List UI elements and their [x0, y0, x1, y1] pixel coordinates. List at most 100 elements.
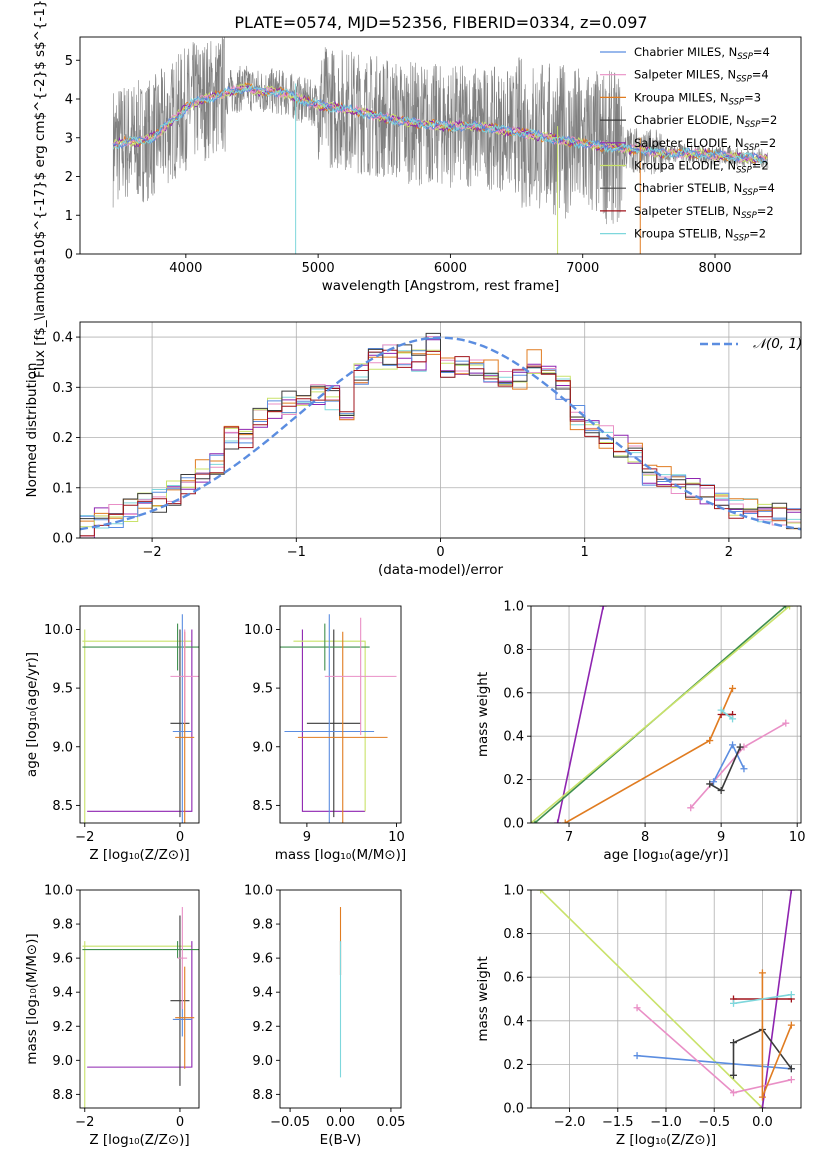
series-marker	[729, 684, 737, 692]
series-marker	[758, 969, 766, 977]
y-tick-label: 9.4	[52, 986, 73, 1001]
legend-label: Salpeter STELIB, NSSP=2	[634, 204, 774, 221]
chart-age_vs_mass: 9 10 8.5 9.0 9.5 10.0 mass [log₁₀(M/M⊙)]	[244, 605, 406, 863]
y-tick-label: 9.0	[52, 740, 73, 755]
series-line	[564, 688, 734, 823]
x-tick-label: 9	[717, 830, 725, 845]
x-tick-label: 4000	[169, 261, 202, 276]
y-tick-label: 0.2	[503, 1058, 524, 1073]
x-axis-label: mass [log₁₀(M/M⊙)]	[275, 847, 406, 863]
y-tick-label: 0.4	[503, 730, 524, 745]
legend-label: Salpeter ELODIE, NSSP=2	[634, 136, 776, 153]
chart-age_vs_Z: −2 0 8.5 9.0 9.5 10.0 Z [log₁₀(Z/Z⊙)] age [log₁…	[24, 605, 200, 863]
axes-frame	[79, 605, 200, 824]
y-tick-label: 9.6	[52, 952, 73, 967]
y-axis-label: Flux [f$_\lambda$10$^{-17}$ erg cm$^{-2}…	[32, 0, 48, 378]
y-tick-label: 0.2	[52, 431, 73, 446]
series-marker	[554, 819, 562, 823]
chart-mass_vs_EBV: −0.05 0.00 0.05 8.8 9.0 9.2 9.4 9.6 9.8 10.0 E(B-V…	[244, 884, 405, 1149]
y-axis-label: mass [log₁₀(M/M⊙)]	[24, 933, 40, 1064]
series-marker	[736, 743, 744, 751]
x-tick-label: −2.0	[554, 1115, 586, 1130]
series-marker	[787, 890, 795, 894]
legend-label: Chabrier STELIB, NSSP=4	[634, 181, 775, 198]
x-tick-label: 5000	[302, 261, 335, 276]
y-tick-label: 9.5	[252, 682, 273, 697]
y-tick-label: 0.6	[503, 686, 524, 701]
plot-area-massweight_vs_Z	[531, 890, 801, 1108]
x-tick-label: −2	[143, 545, 162, 560]
series-marker	[717, 706, 725, 714]
series-marker	[787, 1021, 795, 1029]
range-box	[301, 629, 366, 812]
plot-area-spectrum	[112, 37, 769, 254]
y-tick-label: 8.5	[252, 799, 273, 814]
y-tick-label: 9.8	[252, 918, 273, 933]
series-marker	[561, 819, 569, 823]
series-marker	[729, 741, 737, 749]
y-tick-label: 0.4	[52, 331, 73, 346]
y-axis-label: age [log₁₀(age/yr)]	[24, 652, 40, 777]
y-tick-label: 0.6	[503, 971, 524, 986]
series-marker	[786, 606, 794, 610]
y-tick-label: 8.8	[52, 1088, 73, 1103]
y-tick-label: 0.3	[52, 381, 73, 396]
x-axis-label: wavelength [Angstrom, rest frame]	[322, 278, 560, 294]
chart-mass_vs_Z: −2 0 8.8 9.0 9.2 9.4 9.6 9.8 10.0 Z [log₁₀(Z/Z⊙)]…	[24, 884, 200, 1148]
x-tick-label: 2	[725, 545, 733, 560]
y-tick-label: 5	[65, 54, 73, 69]
spectrum-model-line	[112, 84, 768, 165]
series-marker	[729, 715, 737, 723]
y-tick-label: 3	[65, 131, 73, 146]
y-tick-label: 9.0	[52, 1054, 73, 1069]
y-tick-label: 4	[65, 93, 73, 108]
x-tick-label: −2	[75, 830, 94, 845]
y-tick-label: 1	[65, 209, 73, 224]
x-tick-label: 1	[581, 545, 589, 560]
x-tick-label: −1.5	[602, 1115, 634, 1130]
x-tick-label: 7000	[566, 261, 599, 276]
figure-title: PLATE=0574, MJD=52356, FIBERID=0334, z=0…	[234, 13, 647, 32]
y-tick-label: 2	[65, 170, 73, 185]
x-axis-label: Z [log₁₀(Z/Z⊙)]	[616, 1132, 716, 1148]
range-box	[87, 629, 193, 812]
legend-label: Chabrier ELODIE, NSSP=2	[634, 113, 777, 130]
series-marker	[782, 719, 790, 727]
x-tick-label: −2	[75, 1115, 94, 1130]
x-tick-label: 0.0	[752, 1115, 773, 1130]
y-tick-label: 0.0	[503, 817, 524, 832]
series-marker	[730, 1089, 737, 1097]
x-tick-label: 8000	[698, 261, 731, 276]
histogram-line	[80, 349, 801, 537]
x-tick-label: 8	[641, 830, 649, 845]
x-tick-label: 0	[176, 1115, 184, 1130]
y-axis-label: Normed distribution	[24, 363, 40, 498]
y-tick-label: 9.4	[252, 986, 273, 1001]
x-axis-label: Z [log₁₀(Z/Z⊙)]	[89, 1132, 189, 1148]
y-tick-label: 0.1	[52, 481, 73, 496]
x-tick-label: 0	[436, 545, 444, 560]
x-tick-label: 0.00	[326, 1115, 355, 1130]
series-marker	[787, 991, 795, 999]
legend-label: Kroupa STELIB, NSSP=2	[634, 227, 766, 244]
axes-frame	[279, 605, 402, 824]
x-tick-label: −1	[287, 545, 306, 560]
plot-area-age_vs_Z	[82, 614, 199, 823]
y-axis-label: mass weight	[475, 672, 491, 757]
series-marker	[599, 606, 607, 610]
x-axis-label: (data-model)/error	[378, 562, 504, 578]
y-tick-label: 0.0	[503, 1102, 524, 1117]
series-line	[531, 606, 791, 823]
legend-label: Salpeter MILES, NSSP=4	[634, 68, 769, 85]
y-tick-label: 0.8	[503, 927, 524, 942]
x-axis-label: E(B-V)	[320, 1132, 362, 1148]
y-tick-label: 1.0	[503, 600, 524, 615]
y-tick-label: 0	[65, 248, 73, 263]
series-marker	[537, 890, 545, 894]
series-marker	[706, 780, 714, 788]
y-tick-label: 8.5	[52, 799, 73, 814]
chart-massweight_vs_age: 7 8 9 10 0.0 0.2 0.4 0.6 0.8 1.0 age [log₁₀(age/yr…	[475, 600, 805, 864]
x-tick-label: 10	[789, 830, 806, 845]
plot-area-residuals	[80, 322, 801, 538]
